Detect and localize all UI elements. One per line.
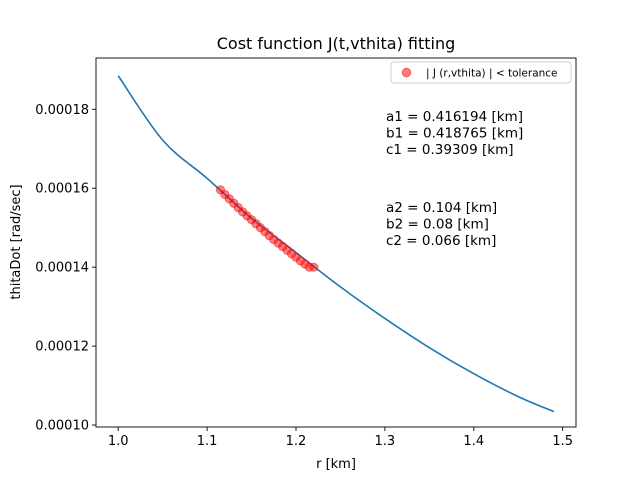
y-axis-label: thitaDot [rad/sec] [9,184,24,299]
y-tick-label: 0.00012 [35,340,89,355]
chart-title: Cost function J(t,vthita) fitting [217,34,456,53]
legend-marker [401,67,412,78]
annotation-line: c2 = 0.066 [km] [386,233,496,249]
annotation-line: a2 = 0.104 [km] [386,200,497,216]
y-tick-label: 0.00010 [35,419,89,434]
legend-box [390,61,572,84]
x-tick-label: 1.1 [197,434,218,449]
legend-label: | J (r,vthita) | < tolerance [426,68,558,80]
annotation-line: b2 = 0.08 [km] [386,217,489,233]
fit-curve-line [117,75,555,413]
plot-frame [95,57,577,428]
x-tick-label: 1.4 [463,434,484,449]
x-axis-label: r [km] [316,457,356,472]
x-tick-label: 1.0 [108,434,129,449]
scatter-point [309,262,319,272]
annotation-line: a1 = 0.416194 [km] [386,109,523,125]
y-tick-label: 0.00018 [35,103,89,118]
annotation-line: c1 = 0.39309 [km] [386,142,514,158]
y-tick-label: 0.00014 [35,261,89,276]
x-tick-label: 1.5 [552,434,573,449]
y-tick-label: 0.00016 [35,182,89,197]
annotation-line: b1 = 0.418765 [km] [386,126,523,142]
x-tick-label: 1.3 [375,434,396,449]
x-tick-label: 1.2 [286,434,307,449]
legend: | J (r,vthita) | < tolerance [390,61,572,84]
